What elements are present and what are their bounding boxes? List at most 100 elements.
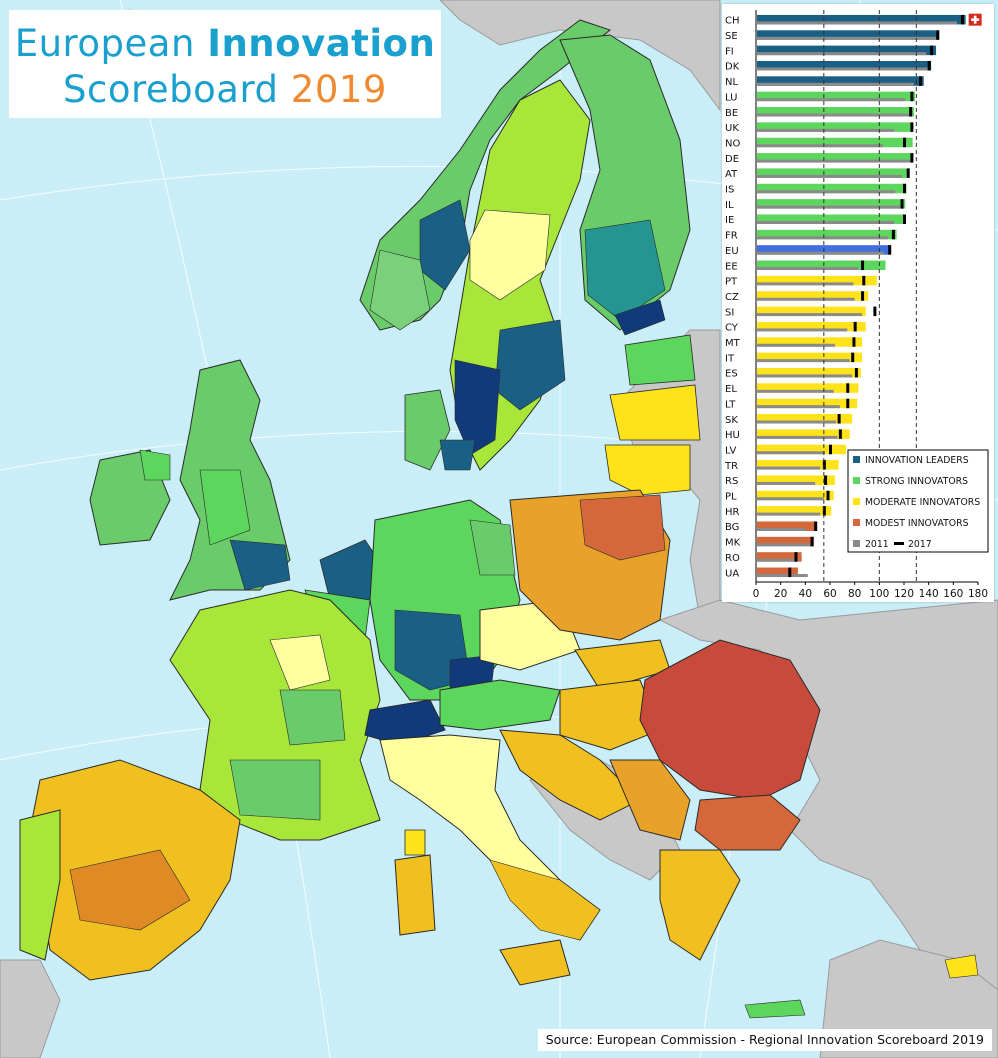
category-label-lv: LV	[725, 445, 736, 456]
x-tick-label-140: 140	[919, 588, 939, 600]
swiss-flag-cross-h	[971, 18, 980, 21]
bar-pt	[757, 275, 877, 286]
title-line-2: Scoreboard 2019	[9, 68, 441, 111]
bulgaria	[694, 794, 801, 851]
marker-2017-se	[936, 30, 940, 40]
serbia	[609, 759, 691, 841]
bar-2011-at	[757, 174, 902, 178]
category-label-no: NO	[725, 138, 740, 149]
category-label-mt: MT	[725, 338, 741, 349]
austria	[439, 679, 561, 731]
category-label-ro: RO	[725, 553, 740, 564]
finland-south	[584, 219, 666, 321]
marker-2017-eu	[888, 245, 892, 255]
category-label-cz: CZ	[725, 292, 739, 303]
bar-2011-si	[757, 313, 863, 317]
lithuania	[604, 444, 691, 496]
bar-cy	[757, 321, 866, 332]
category-label-is: IS	[725, 185, 734, 196]
bar-uk	[757, 122, 913, 132]
norway-south-region	[369, 249, 431, 331]
category-label-hr: HR	[725, 507, 740, 518]
category-label-hu: HU	[725, 430, 740, 441]
sweden-north-middle	[469, 209, 551, 301]
scoreboard-chart-panel: CH SE FI DK NL LU BE UK NO DE AT IS IL IE FR EU EE PT CZ SI…	[722, 4, 994, 602]
bar-mk	[757, 536, 814, 547]
bar-2011-fr	[757, 236, 888, 240]
france	[169, 589, 381, 841]
bar-es	[757, 367, 861, 378]
category-label-el: EL	[725, 384, 737, 395]
bar-ch	[757, 14, 966, 25]
category-label-uk: UK	[725, 123, 739, 134]
category-label-fi: FI	[725, 46, 734, 57]
marker-2017-cz	[861, 291, 865, 301]
bar-2011-ro	[757, 558, 798, 562]
marker-2017-pt	[862, 275, 866, 286]
portugal	[19, 809, 61, 961]
estonia	[624, 334, 696, 386]
category-label-nl: NL	[725, 77, 738, 88]
marker-2017-dk	[927, 60, 931, 71]
bar-nl	[757, 76, 924, 86]
germany-east	[469, 519, 516, 576]
latvia	[609, 384, 701, 441]
marker-2017-cy	[853, 321, 857, 332]
sardinia	[394, 854, 436, 936]
bar-2011-rs	[757, 481, 816, 485]
bar-de	[757, 153, 913, 163]
uk-midlands	[199, 469, 251, 546]
marker-2017-tr	[822, 460, 826, 470]
category-label-mk: MK	[725, 538, 741, 549]
marker-2017-il	[900, 199, 904, 209]
category-label-dk: DK	[725, 62, 740, 73]
hungary	[559, 679, 661, 751]
category-label-lt: LT	[725, 399, 736, 410]
source-note: Source: European Commission - Regional I…	[537, 1029, 992, 1051]
category-label-ua: UA	[725, 568, 739, 579]
legend-strong-label: STRONG INNOVATORS	[865, 476, 968, 487]
legend-leaders-swatch	[853, 456, 860, 463]
bar-il	[757, 199, 906, 209]
legend-modest-swatch	[853, 519, 860, 526]
bar-2011-lu	[757, 98, 906, 102]
bar-2011-bg	[757, 527, 806, 531]
category-label-si: SI	[725, 307, 734, 318]
bar-2011-tr	[757, 466, 821, 470]
x-tick-label-160: 160	[943, 588, 963, 600]
marker-2017-is	[903, 183, 906, 194]
bar-2011-mk	[757, 543, 813, 547]
marker-2017-ch	[960, 14, 964, 25]
bar-bg	[757, 521, 817, 531]
category-label-be: BE	[725, 108, 738, 119]
marker-2017-nl	[919, 76, 923, 86]
bar-2011-be	[757, 113, 909, 117]
category-label-pl: PL	[725, 492, 737, 503]
bar-2011-sk	[757, 420, 837, 424]
legend-2011-label: 2011	[865, 539, 889, 550]
bar-2011-lt	[757, 405, 840, 409]
bar-2011-it	[757, 359, 850, 363]
marker-2017-si	[873, 306, 877, 317]
bar-sk	[757, 414, 853, 424]
marker-2017-hu	[838, 429, 842, 439]
bar-2011-se	[757, 36, 937, 40]
category-label-tr: TR	[724, 461, 738, 472]
bar-2011-hr	[757, 512, 821, 516]
marker-2017-mk	[810, 536, 814, 547]
romania	[639, 639, 821, 801]
marker-2017-lv	[829, 444, 832, 455]
title-line-1: European Innovation	[9, 22, 441, 65]
legend-2017-swatch	[894, 542, 904, 545]
marker-2017-lt	[846, 398, 850, 409]
bar-si	[757, 306, 866, 317]
marker-2017-ro	[794, 552, 798, 562]
bar-hu	[757, 429, 850, 439]
legend-box	[847, 449, 989, 553]
bar-fi	[757, 45, 937, 56]
bar-2011-uk	[757, 128, 895, 132]
bar-it	[757, 352, 863, 363]
x-tick-label-80: 80	[848, 588, 861, 600]
bar-2011-lv	[757, 451, 826, 455]
category-label-eu: EU	[725, 246, 739, 257]
